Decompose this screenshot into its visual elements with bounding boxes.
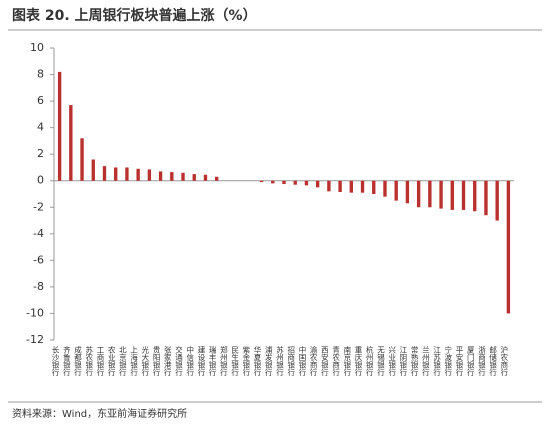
bar bbox=[349, 180, 353, 193]
bar bbox=[282, 180, 286, 185]
bar bbox=[405, 180, 410, 204]
bar bbox=[181, 172, 185, 181]
x-tick-label: 兰州银行 bbox=[421, 345, 430, 378]
source-note: 资料来源：Wind，东亚前海证券研究所 bbox=[12, 407, 187, 420]
x-tick-label: 厦门银行 bbox=[466, 346, 475, 378]
x-tick-label: 沪农商行 bbox=[500, 345, 509, 378]
x-tick-label: 工商银行 bbox=[96, 346, 105, 377]
x-tick-label: 浦发银行 bbox=[264, 345, 273, 378]
bar bbox=[495, 180, 499, 221]
x-tick-label: 江阴银行 bbox=[399, 346, 408, 378]
bar bbox=[69, 105, 73, 181]
bar bbox=[338, 180, 342, 193]
x-tick-label: 农业银行 bbox=[107, 345, 116, 378]
x-tick-label: 华夏银行 bbox=[253, 345, 262, 378]
bar bbox=[125, 167, 129, 181]
bar bbox=[450, 180, 454, 210]
bar bbox=[473, 180, 477, 212]
bar bbox=[91, 159, 95, 181]
x-tick-label: 重庆银行 bbox=[354, 346, 363, 378]
bar bbox=[360, 180, 365, 193]
x-tick-label: 紫金银行 bbox=[242, 346, 251, 378]
bar bbox=[158, 171, 163, 181]
x-tick-label: 北京银行 bbox=[118, 346, 127, 378]
bar bbox=[394, 180, 398, 201]
bar bbox=[57, 71, 62, 181]
x-tick-label: 郑州银行 bbox=[219, 345, 228, 378]
x-tick-label: 交通银行 bbox=[174, 345, 183, 378]
bar bbox=[383, 180, 387, 197]
x-tick-label: 中信银行 bbox=[185, 345, 194, 378]
bar bbox=[439, 180, 443, 209]
y-tick-label: 0 bbox=[37, 174, 44, 187]
bar bbox=[372, 180, 376, 194]
x-tick-label: 成都银行 bbox=[73, 345, 82, 378]
bar bbox=[428, 180, 432, 208]
bar bbox=[484, 180, 488, 216]
y-tick-label: 2 bbox=[37, 147, 44, 160]
x-tick-label: 西安银行 bbox=[320, 346, 329, 378]
x-tick-label: 青农商行 bbox=[331, 345, 340, 378]
bar bbox=[170, 172, 174, 181]
x-tick-label: 长沙银行 bbox=[51, 345, 60, 378]
x-tick-label: 贵阳银行 bbox=[152, 345, 161, 378]
x-tick-label: 苏农银行 bbox=[85, 345, 94, 378]
y-tick-label: -6 bbox=[33, 253, 44, 266]
bar bbox=[147, 169, 152, 181]
bar bbox=[416, 180, 421, 208]
bar bbox=[327, 180, 331, 192]
y-tick-label: 6 bbox=[37, 94, 44, 107]
bar bbox=[315, 180, 320, 188]
y-tick-label: 8 bbox=[37, 68, 44, 81]
y-tick-label: -12 bbox=[26, 333, 44, 346]
bar bbox=[259, 180, 264, 183]
x-tick-label: 建设银行 bbox=[197, 345, 206, 378]
x-tick-label: 上海银行 bbox=[129, 346, 138, 378]
bar bbox=[293, 180, 297, 185]
bar bbox=[114, 167, 118, 181]
bar bbox=[215, 176, 219, 181]
x-tick-label: 平安银行 bbox=[455, 346, 464, 378]
x-tick-label: 瑞丰银行 bbox=[208, 345, 217, 378]
x-tick-label: 中国银行 bbox=[298, 345, 307, 378]
x-tick-label: 张家港行 bbox=[163, 346, 172, 378]
bar bbox=[136, 168, 140, 181]
x-tick-label: 常熟银行 bbox=[410, 346, 419, 378]
bar bbox=[102, 166, 107, 181]
x-tick-label: 齐鲁银行 bbox=[62, 345, 71, 378]
x-tick-label: 苏州银行 bbox=[275, 345, 284, 378]
x-tick-label: 邮储银行 bbox=[488, 345, 497, 378]
y-tick-label: -2 bbox=[33, 200, 44, 213]
x-tick-label: 杭州银行 bbox=[365, 345, 374, 378]
x-tick-label: 兴业银行 bbox=[387, 346, 396, 378]
x-tick-label: 浙商银行 bbox=[477, 345, 486, 378]
y-tick-label: -8 bbox=[33, 280, 44, 293]
x-tick-label: 渝农商行 bbox=[309, 345, 318, 378]
bar bbox=[192, 174, 196, 181]
bar bbox=[80, 138, 84, 181]
x-tick-label: 江苏银行 bbox=[432, 346, 441, 378]
x-tick-label: 无锡银行 bbox=[376, 346, 385, 378]
bar bbox=[506, 180, 511, 314]
y-tick-label: -4 bbox=[33, 227, 44, 240]
chart-title: 图表 20. 上周银行板块普遍上涨（%） bbox=[12, 7, 257, 24]
x-tick-label: 光大银行 bbox=[141, 345, 150, 378]
bar bbox=[203, 174, 208, 181]
x-tick-label: 宁波银行 bbox=[444, 345, 453, 378]
bar bbox=[304, 180, 309, 186]
y-tick-label: -10 bbox=[26, 306, 44, 319]
x-tick-label: 民生银行 bbox=[230, 346, 239, 378]
bar bbox=[461, 180, 466, 210]
y-tick-label: 4 bbox=[37, 121, 44, 134]
bar bbox=[271, 180, 275, 184]
y-tick-label: 10 bbox=[30, 41, 44, 54]
x-tick-label: 招商银行 bbox=[286, 345, 295, 378]
x-tick-label: 南京银行 bbox=[343, 345, 352, 378]
